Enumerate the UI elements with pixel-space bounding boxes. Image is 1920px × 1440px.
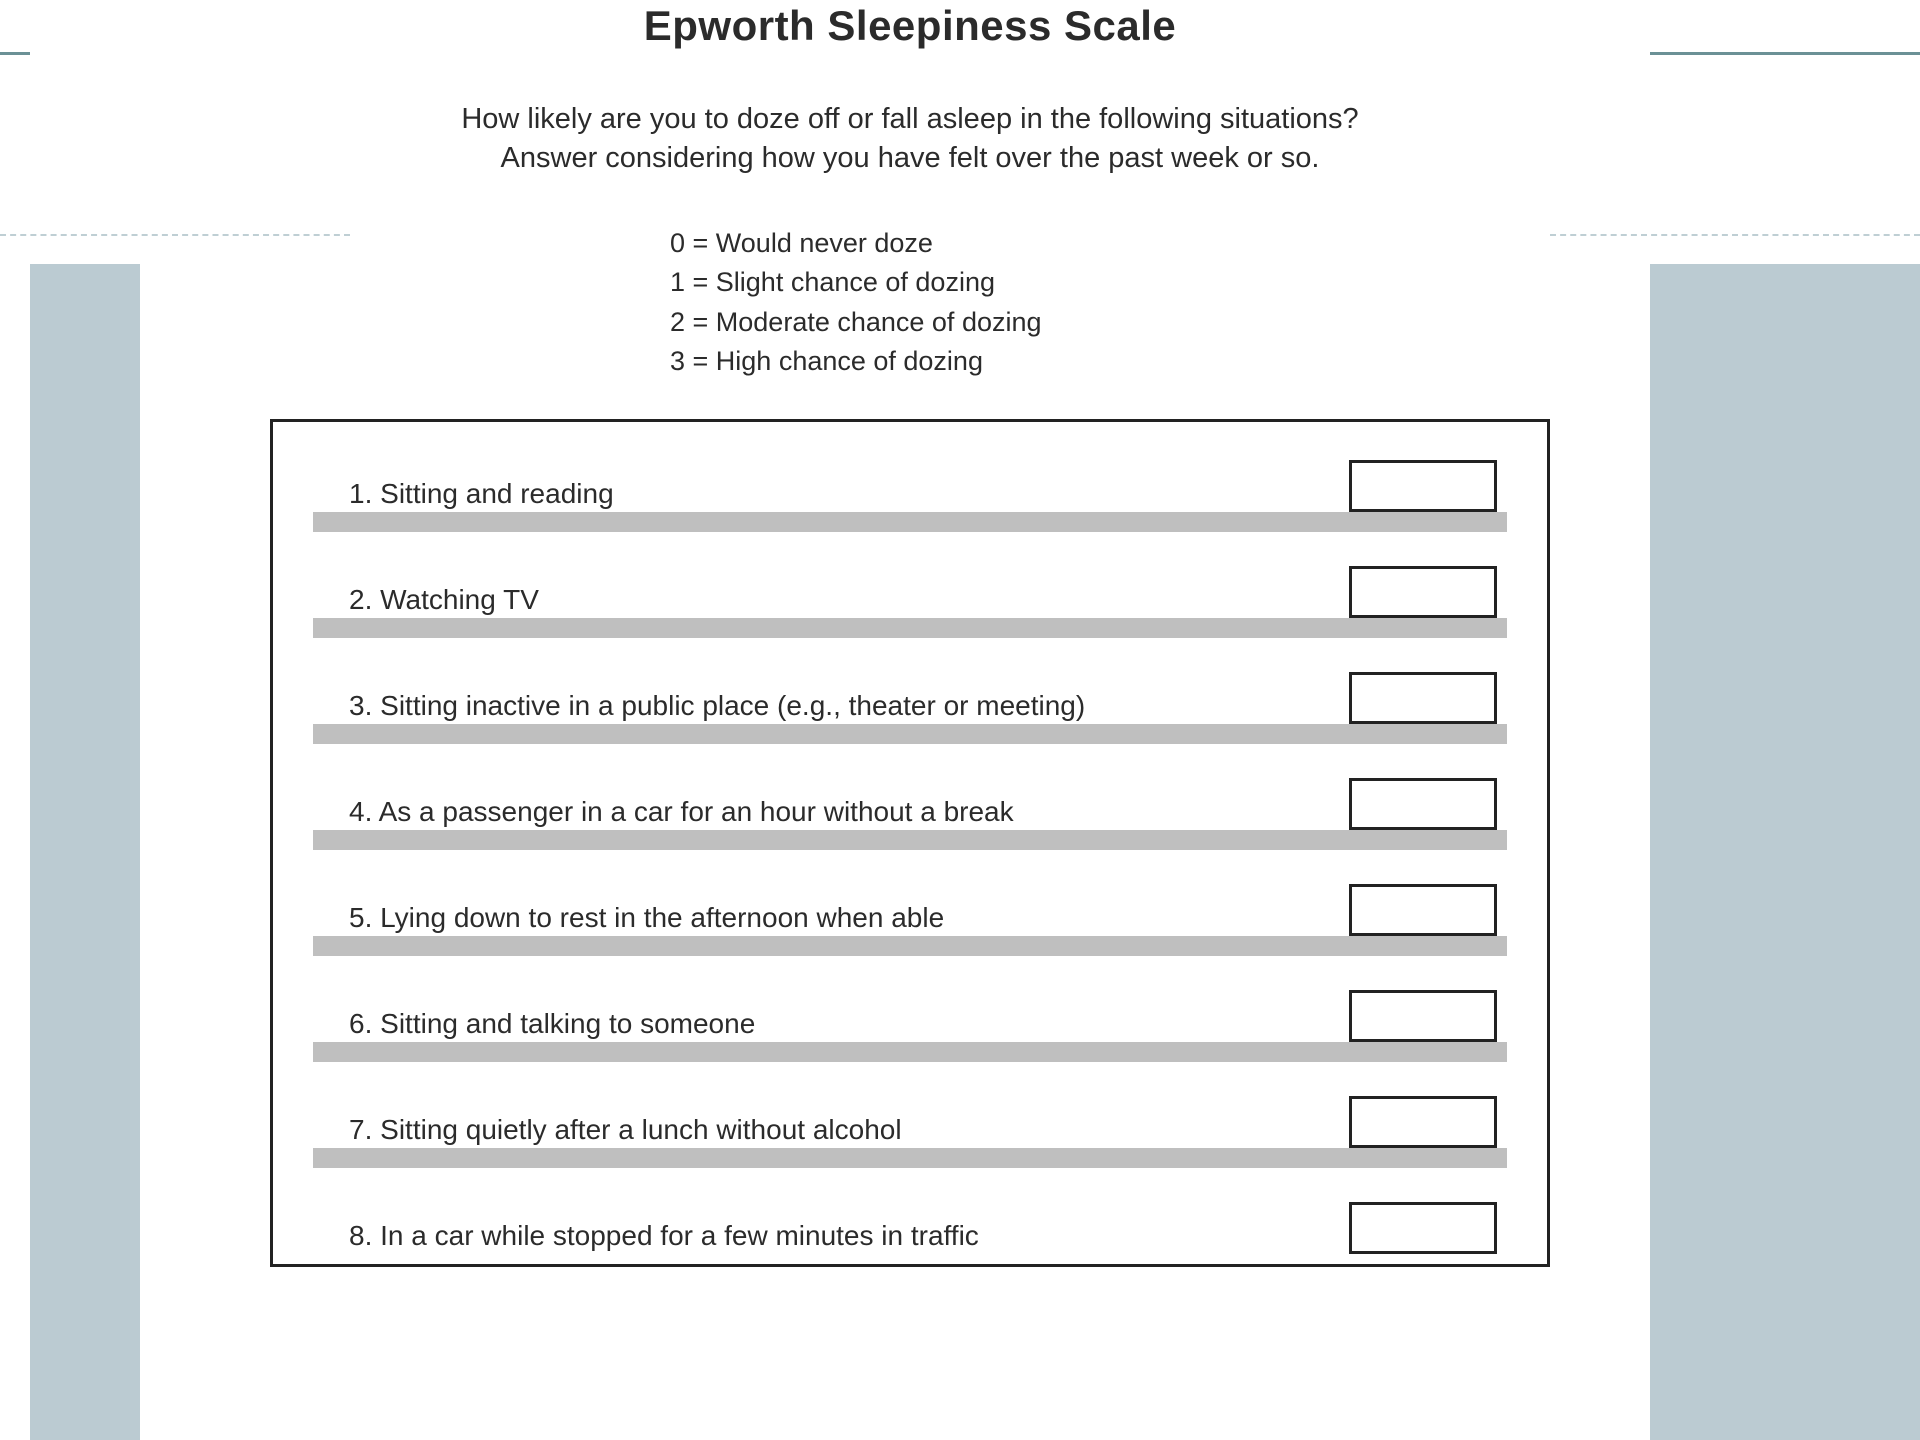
- question-row: 3. Sitting inactive in a public place (e…: [313, 672, 1507, 744]
- question-row: 5. Lying down to rest in the afternoon w…: [313, 884, 1507, 956]
- answer-input-1[interactable]: [1349, 460, 1497, 512]
- question-text: 1. Sitting and reading: [313, 478, 614, 512]
- answer-input-4[interactable]: [1349, 778, 1497, 830]
- question-row: 2. Watching TV: [313, 566, 1507, 638]
- decorative-dashed-line-right: [1550, 234, 1920, 236]
- question-label: Lying down to rest in the afternoon when…: [380, 902, 944, 933]
- question-text: 3. Sitting inactive in a public place (e…: [313, 690, 1085, 724]
- legend-item-3: 3 = High chance of dozing: [670, 342, 1550, 381]
- question-number: 3.: [349, 690, 372, 721]
- question-number: 8.: [349, 1220, 372, 1251]
- decorative-top-border-right: [1650, 52, 1920, 55]
- question-label: Sitting and talking to someone: [380, 1008, 755, 1039]
- legend-item-2: 2 = Moderate chance of dozing: [670, 303, 1550, 342]
- question-text: 7. Sitting quietly after a lunch without…: [313, 1114, 902, 1148]
- question-number: 5.: [349, 902, 372, 933]
- divider-bar: [313, 1042, 1507, 1062]
- decorative-top-border-left: [0, 52, 30, 55]
- divider-bar: [313, 830, 1507, 850]
- divider-bar: [313, 936, 1507, 956]
- instructions: How likely are you to doze off or fall a…: [270, 100, 1550, 178]
- answer-input-7[interactable]: [1349, 1096, 1497, 1148]
- rating-legend: 0 = Would never doze 1 = Slight chance o…: [670, 224, 1550, 381]
- question-number: 4.: [349, 796, 372, 827]
- answer-input-2[interactable]: [1349, 566, 1497, 618]
- question-text: 5. Lying down to rest in the afternoon w…: [313, 902, 944, 936]
- decorative-side-panel-right: [1650, 264, 1920, 1440]
- answer-input-6[interactable]: [1349, 990, 1497, 1042]
- question-row: 1. Sitting and reading: [313, 460, 1507, 532]
- answer-input-3[interactable]: [1349, 672, 1497, 724]
- divider-bar: [313, 1148, 1507, 1168]
- divider-bar: [313, 512, 1507, 532]
- question-text: 4. As a passenger in a car for an hour w…: [313, 796, 1014, 830]
- questionnaire-form: 1. Sitting and reading 2. Watching TV 3.: [270, 419, 1550, 1267]
- page-title: Epworth Sleepiness Scale: [270, 2, 1550, 50]
- question-number: 1.: [349, 478, 372, 509]
- question-label: In a car while stopped for a few minutes…: [380, 1220, 979, 1251]
- divider-bar: [313, 724, 1507, 744]
- answer-input-8[interactable]: [1349, 1202, 1497, 1254]
- question-label: Sitting and reading: [380, 478, 614, 509]
- decorative-side-panel-left: [30, 264, 140, 1440]
- question-row: 7. Sitting quietly after a lunch without…: [313, 1096, 1507, 1168]
- question-row: 4. As a passenger in a car for an hour w…: [313, 778, 1507, 850]
- divider-bar: [313, 618, 1507, 638]
- legend-item-0: 0 = Would never doze: [670, 224, 1550, 263]
- question-text: 6. Sitting and talking to someone: [313, 1008, 755, 1042]
- question-label: As a passenger in a car for an hour with…: [379, 796, 1014, 827]
- question-label: Watching TV: [380, 584, 539, 615]
- legend-item-1: 1 = Slight chance of dozing: [670, 263, 1550, 302]
- main-content: Epworth Sleepiness Scale How likely are …: [270, 0, 1550, 1440]
- question-text: 2. Watching TV: [313, 584, 539, 618]
- question-number: 6.: [349, 1008, 372, 1039]
- question-text: 8. In a car while stopped for a few minu…: [313, 1220, 979, 1254]
- answer-input-5[interactable]: [1349, 884, 1497, 936]
- question-row: 8. In a car while stopped for a few minu…: [313, 1202, 1507, 1254]
- instructions-line-2: Answer considering how you have felt ove…: [270, 139, 1550, 178]
- instructions-line-1: How likely are you to doze off or fall a…: [270, 100, 1550, 139]
- question-label: Sitting inactive in a public place (e.g.…: [380, 690, 1085, 721]
- question-label: Sitting quietly after a lunch without al…: [380, 1114, 901, 1145]
- question-row: 6. Sitting and talking to someone: [313, 990, 1507, 1062]
- question-number: 7.: [349, 1114, 372, 1145]
- question-number: 2.: [349, 584, 372, 615]
